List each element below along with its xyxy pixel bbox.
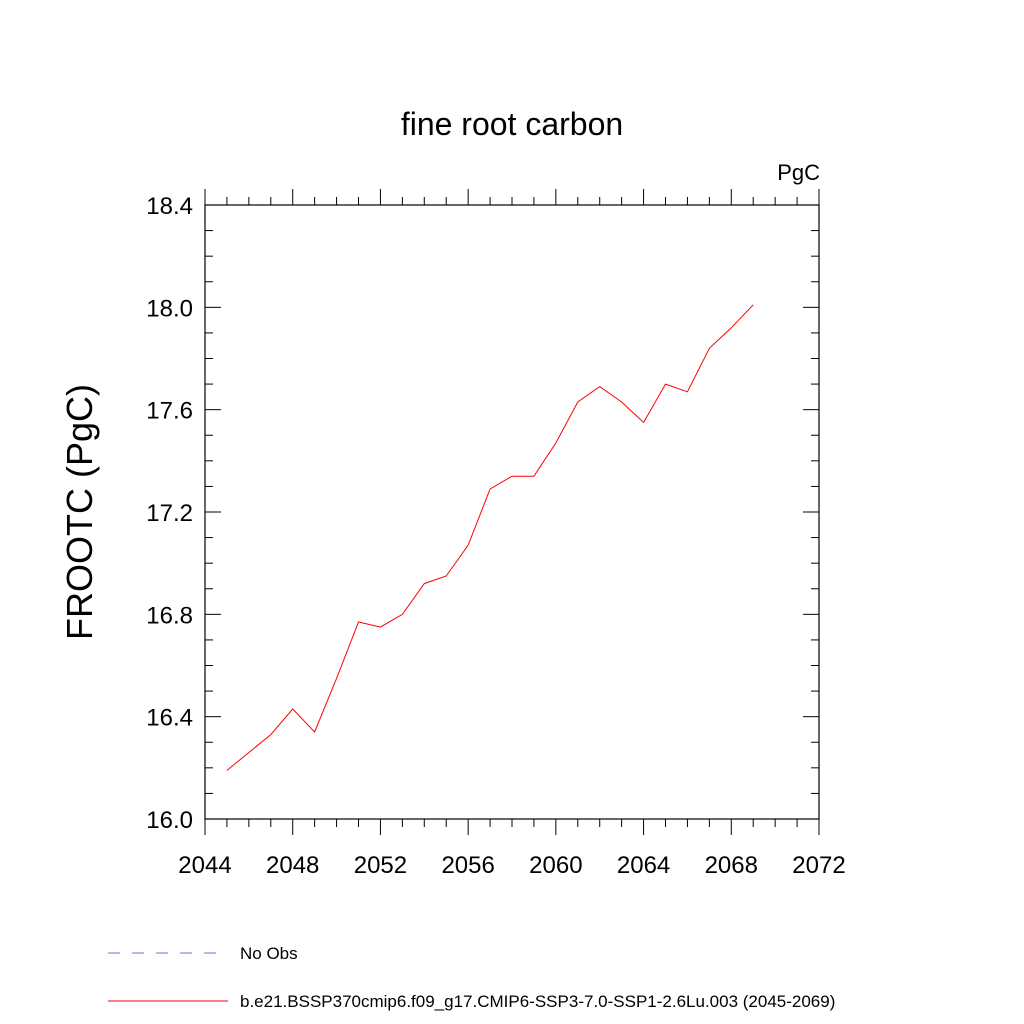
x-tick-label: 2068 bbox=[705, 852, 758, 879]
legend: No Obs b.e21.BSSP370cmip6.f09_g17.CMIP6-… bbox=[108, 944, 835, 1011]
units-label: PgC bbox=[777, 160, 820, 185]
y-tick-label: 17.6 bbox=[146, 398, 193, 425]
x-tick-label: 2064 bbox=[617, 852, 670, 879]
y-tick-label: 18.0 bbox=[146, 295, 193, 322]
x-tick-label: 2052 bbox=[354, 852, 407, 879]
y-tick-label: 16.0 bbox=[146, 807, 193, 834]
series-line bbox=[226, 304, 754, 771]
x-tick-label: 2044 bbox=[178, 852, 231, 879]
y-axis-label: FROOTC (PgC) bbox=[59, 384, 100, 640]
legend-label-model: b.e21.BSSP370cmip6.f09_g17.CMIP6-SSP3-7.… bbox=[240, 992, 835, 1011]
y-tick-label: 18.4 bbox=[146, 193, 193, 220]
x-tick-label: 2060 bbox=[529, 852, 582, 879]
x-tick-label: 2056 bbox=[441, 852, 494, 879]
x-tick-label: 2048 bbox=[266, 852, 319, 879]
plot-frame bbox=[204, 204, 820, 820]
y-tick-label: 17.2 bbox=[146, 500, 193, 527]
x-tick-label: 2072 bbox=[792, 852, 845, 879]
legend-label-no-obs: No Obs bbox=[240, 944, 298, 963]
series-layer bbox=[226, 304, 754, 771]
y-tick-label: 16.4 bbox=[146, 705, 193, 732]
ticks-layer: 2044 2048 2052 2056 2060 2064 2068 2072 16.0 16.4… bbox=[146, 189, 846, 879]
chart-title: fine root carbon bbox=[401, 106, 623, 142]
y-tick-label: 16.8 bbox=[146, 602, 193, 629]
